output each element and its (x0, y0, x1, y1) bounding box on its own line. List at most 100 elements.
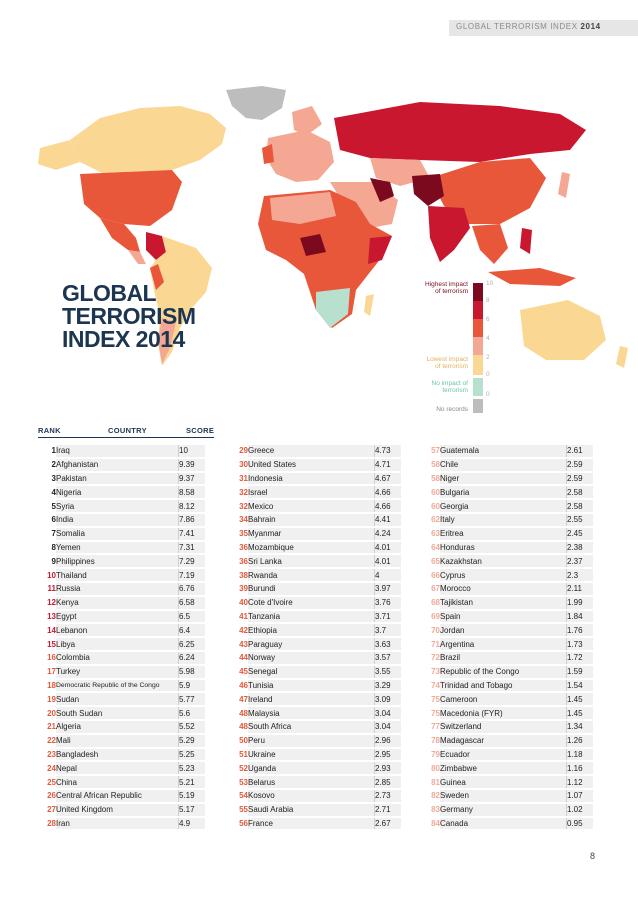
table-row: 52 Uganda 2.93 (220, 762, 401, 775)
legend-high-label: Highest impact of terrorism (425, 281, 468, 295)
table-row: 11 Russia 6.76 (28, 582, 205, 595)
header-divider (38, 437, 214, 438)
country-cell: Madagascar (440, 734, 566, 747)
europe-region (266, 130, 334, 182)
rank-cell: 55 (239, 805, 248, 815)
score-cell: 3.57 (374, 651, 401, 664)
score-cell: 2.38 (566, 541, 593, 554)
score-cell: 2.67 (374, 817, 401, 830)
score-cell: 7.86 (178, 513, 205, 526)
rank-cell: 7 (51, 529, 56, 539)
country-cell: Morocco (440, 582, 566, 595)
country-cell: Brazil (440, 651, 566, 664)
table-row: 17 Turkey 5.98 (28, 665, 205, 678)
table-row: 54 Kosovo 2.73 (220, 789, 401, 802)
table-row: 15 Libya 6.25 (28, 638, 205, 650)
score-cell: 1.72 (566, 651, 593, 664)
table-row: 24 Nepal 5.23 (28, 762, 205, 775)
score-cell: 2.11 (566, 582, 593, 595)
rank-cell: 45 (239, 667, 248, 677)
rank-cell: 62 (431, 515, 440, 525)
table-row: 64 Honduras 2.38 (412, 541, 593, 554)
uk-region (262, 144, 274, 164)
rank-cell: 34 (239, 515, 248, 525)
country-cell: Somalia (56, 527, 178, 540)
table-row: 32 Israel 4.66 (220, 486, 401, 499)
country-cell: Italy (440, 513, 566, 526)
country-cell: Burundi (248, 582, 374, 595)
score-cell: 1.02 (566, 803, 593, 816)
rank-cell: 40 (239, 598, 248, 608)
score-cell: 1.45 (566, 693, 593, 706)
country-cell: China (56, 776, 178, 788)
rank-cell: 35 (239, 529, 248, 539)
country-cell: Egypt (56, 610, 178, 623)
country-cell: Cyprus (440, 569, 566, 581)
title-line-2: TERRORISM (62, 303, 196, 329)
rank-cell: 12 (47, 598, 56, 608)
country-cell: Trinidad and Tobago (440, 679, 566, 692)
table-row: 14 Lebanon 6.4 (28, 624, 205, 637)
country-cell: Jordan (440, 624, 566, 637)
rank-cell: 32 (239, 487, 248, 497)
title-line-1: GLOBAL (62, 280, 157, 306)
table-row: 83 Germany 1.02 (412, 803, 593, 816)
score-cell: 2.37 (566, 555, 593, 568)
table-row: 9 Philippines 7.29 (28, 555, 205, 568)
score-cell: 5.19 (178, 789, 205, 802)
colombia-region (146, 232, 166, 260)
table-row: 5 Syria 8.12 (28, 500, 205, 512)
table-row: 80 Zimbabwe 1.16 (412, 762, 593, 775)
table-row: 32 Mexico 4.66 (220, 500, 401, 512)
legend-swatch-8 (473, 301, 483, 319)
rank-cell: 74 (431, 680, 440, 690)
score-cell: 9.39 (178, 458, 205, 471)
score-cell: 1.54 (566, 679, 593, 692)
rank-cell: 6 (51, 515, 56, 525)
rank-cell: 41 (239, 611, 248, 621)
table-row: 8 Yemen 7.31 (28, 541, 205, 554)
nigeria-region (300, 234, 326, 256)
score-cell: 4 (374, 569, 401, 581)
world-map (38, 86, 628, 368)
score-cell: 6.5 (178, 610, 205, 623)
rank-cell: 58 (431, 473, 440, 483)
country-cell: Mexico (248, 500, 374, 512)
rank-cell: 44 (239, 653, 248, 663)
rank-cell: 50 (239, 736, 248, 746)
score-cell: 6.58 (178, 596, 205, 609)
score-cell: 4.24 (374, 527, 401, 540)
rank-cell: 42 (239, 625, 248, 635)
table-row: 12 Kenya 6.58 (28, 596, 205, 609)
score-cell: 4.9 (178, 817, 205, 830)
table-row: 79 Ecuador 1.18 (412, 748, 593, 761)
country-cell: Syria (56, 500, 178, 512)
usa-region (80, 170, 182, 226)
rank-cell: 3 (51, 473, 56, 483)
country-cell: Macedonia (FYR) (440, 707, 566, 719)
table-row: 47 Ireland 3.09 (220, 693, 401, 706)
country-cell: Kenya (56, 596, 178, 609)
rank-cell: 84 (431, 818, 440, 828)
score-cell: 1.12 (566, 776, 593, 788)
table-row: 43 Paraguay 3.63 (220, 638, 401, 650)
score-cell: 1.73 (566, 638, 593, 650)
country-cell: Turkey (56, 665, 178, 678)
score-cell: 1.45 (566, 707, 593, 719)
north-africa-region (270, 192, 336, 224)
legend-tick: 10 (486, 280, 494, 287)
argentina-region (158, 318, 176, 364)
country-cell: Ethiopia (248, 624, 374, 637)
country-cell: Kazakhstan (440, 555, 566, 568)
score-cell: 3.71 (374, 610, 401, 623)
rank-cell: 8 (51, 542, 56, 552)
score-cell: 4.66 (374, 486, 401, 499)
philippines-region (520, 228, 532, 254)
country-cell: Greece (248, 445, 374, 457)
rank-cell: 83 (431, 805, 440, 815)
russia-region (334, 102, 586, 162)
country-cell: Indonesia (248, 472, 374, 485)
rank-cell: 16 (47, 653, 56, 663)
score-cell: 2.58 (566, 486, 593, 499)
country-cell: India (56, 513, 178, 526)
